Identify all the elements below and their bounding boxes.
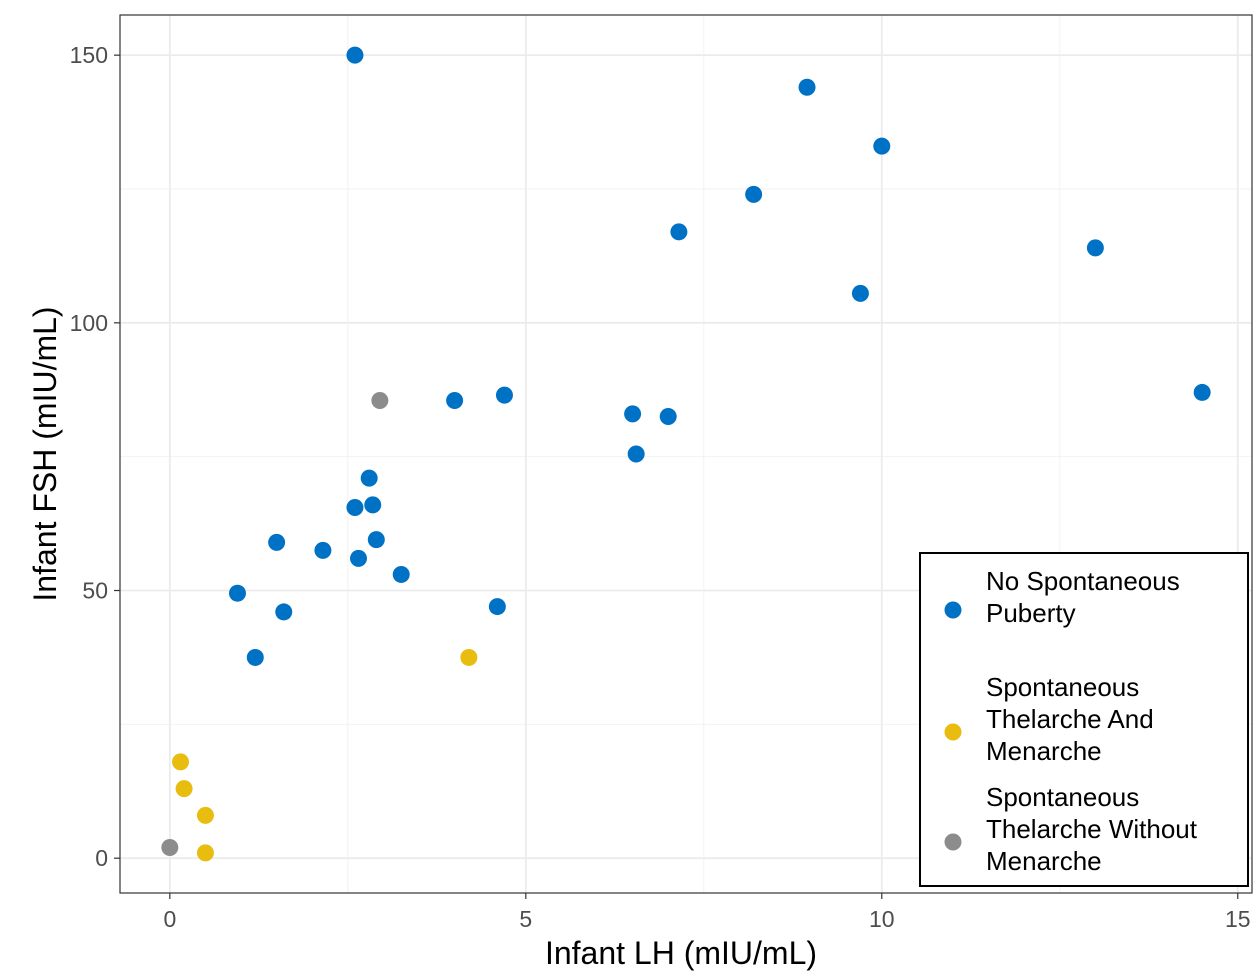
data-point-series-1 bbox=[392, 565, 410, 583]
legend: No SpontaneousPubertySpontaneousThelarch… bbox=[919, 552, 1249, 887]
y-tick-label: 100 bbox=[70, 310, 108, 336]
data-point-series-1 bbox=[314, 541, 332, 559]
grid-lines bbox=[120, 15, 1252, 893]
data-point-series-1 bbox=[350, 549, 368, 567]
data-point-series-1 bbox=[624, 405, 642, 423]
data-point-series-1 bbox=[268, 533, 286, 551]
data-point-series-2 bbox=[196, 806, 214, 824]
data-point-series-1 bbox=[246, 648, 264, 666]
legend-key-1 bbox=[944, 601, 962, 619]
data-point-series-1 bbox=[275, 603, 293, 621]
x-tick-label: 10 bbox=[869, 906, 895, 932]
data-point-series-1 bbox=[670, 223, 688, 241]
legend-label: Spontaneous bbox=[986, 672, 1139, 702]
y-tick-label: 0 bbox=[95, 845, 108, 871]
legend-label: Menarche bbox=[986, 846, 1102, 876]
data-point-series-1 bbox=[228, 584, 246, 602]
data-point-series-1 bbox=[659, 408, 677, 426]
data-point-series-1 bbox=[1193, 383, 1211, 401]
legend-label: No Spontaneous bbox=[986, 566, 1180, 596]
data-point-series-3 bbox=[161, 838, 179, 856]
data-point-series-2 bbox=[460, 648, 478, 666]
data-point-series-1 bbox=[488, 598, 506, 616]
data-point-series-1 bbox=[798, 78, 816, 96]
data-point-series-2 bbox=[196, 844, 214, 862]
data-point-series-1 bbox=[346, 499, 364, 517]
data-point-series-1 bbox=[745, 185, 763, 203]
data-point-series-1 bbox=[346, 46, 364, 64]
data-point-series-2 bbox=[172, 753, 190, 771]
legend-key-2 bbox=[944, 723, 962, 741]
legend-key-3 bbox=[944, 833, 962, 851]
data-point-series-1 bbox=[360, 469, 378, 487]
x-tick-label: 5 bbox=[519, 906, 532, 932]
data-point-series-1 bbox=[446, 391, 464, 409]
data-point-series-3 bbox=[371, 391, 389, 409]
legend-label: Spontaneous bbox=[986, 782, 1139, 812]
legend-box bbox=[919, 552, 1249, 887]
legend-label: Thelarche Without bbox=[986, 814, 1198, 844]
x-tick-label: 15 bbox=[1225, 906, 1251, 932]
data-point-series-1 bbox=[873, 137, 891, 155]
data-point-series-1 bbox=[364, 496, 382, 514]
y-tick-label: 150 bbox=[70, 42, 108, 68]
x-axis-title: Infant LH (mIU/mL) bbox=[545, 935, 817, 971]
y-axis-title: Infant FSH (mIU/mL) bbox=[27, 306, 63, 601]
data-point-series-1 bbox=[851, 284, 869, 302]
data-point-series-1 bbox=[627, 445, 645, 463]
y-tick-label: 50 bbox=[82, 578, 108, 604]
data-point-series-2 bbox=[175, 780, 193, 798]
legend-label: Menarche bbox=[986, 736, 1102, 766]
data-point-series-1 bbox=[495, 386, 513, 404]
legend-label: Thelarche And bbox=[986, 704, 1154, 734]
legend-label: Puberty bbox=[986, 598, 1076, 628]
data-point-series-1 bbox=[1086, 239, 1104, 257]
plot-panel-border bbox=[119, 14, 1253, 894]
data-points bbox=[161, 46, 1211, 862]
x-tick-label: 0 bbox=[163, 906, 176, 932]
data-point-series-1 bbox=[367, 531, 385, 549]
